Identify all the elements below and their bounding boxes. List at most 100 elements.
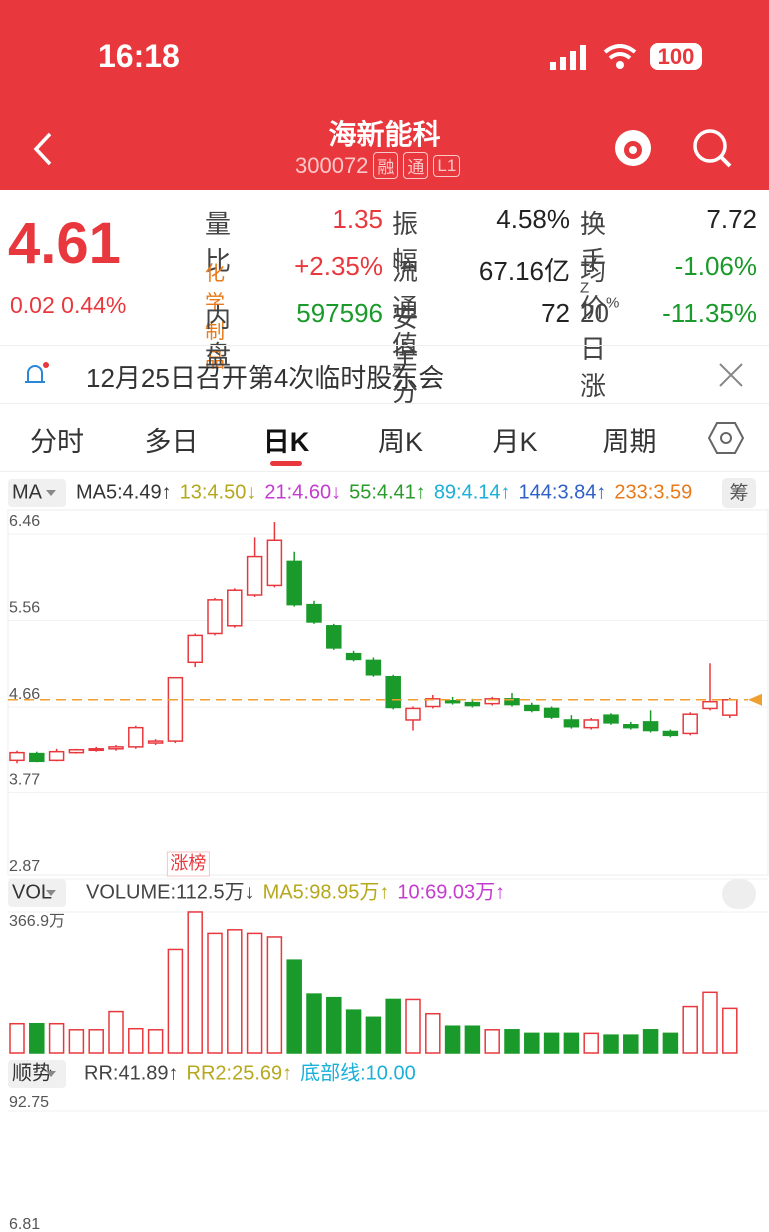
candle-body: [227, 589, 243, 627]
candle-body: [563, 719, 580, 728]
change-pct: 0.44%: [61, 292, 127, 318]
volume-bar: [682, 1005, 698, 1054]
volume-bar: [108, 1010, 124, 1054]
battery: 100: [650, 43, 702, 70]
volume-bar: [425, 1012, 441, 1054]
badge: 通: [403, 152, 429, 179]
y-tick-label: 92.75: [9, 1094, 49, 1111]
volume-bar: [29, 1022, 45, 1054]
candle-body: [345, 652, 362, 661]
divider: [0, 471, 769, 472]
candle-body: [642, 721, 659, 732]
stat-sup: Z: [580, 279, 590, 297]
frame: [7, 509, 769, 876]
volume-bar: [365, 1016, 382, 1054]
legend-name: 顺势: [12, 1061, 52, 1084]
volume-bar: [326, 996, 342, 1054]
candle-body: [147, 740, 164, 744]
legend-item: 21:4.60↓: [264, 481, 341, 503]
volume-bar: [722, 1007, 738, 1054]
price: 4.61: [8, 211, 121, 276]
legend-item: 55:4.41↑: [349, 481, 426, 503]
candle-body: [405, 707, 421, 721]
volume-bar: [246, 932, 263, 1054]
volume-bar: [642, 1029, 659, 1054]
legend-name: MA: [12, 481, 43, 503]
settings[interactable]: [708, 420, 744, 456]
y-tick-label: 366.9万: [9, 913, 65, 930]
candle-body: [484, 698, 500, 705]
stat-sup: %: [606, 294, 620, 312]
stat-label: 均价%: [580, 256, 620, 323]
stat-value: 1.35: [332, 204, 383, 234]
volume-bar: [405, 998, 421, 1054]
volume-bar: [623, 1034, 639, 1054]
legend-box: [8, 479, 66, 507]
candle-body: [108, 746, 124, 750]
candle-body: [464, 701, 481, 707]
volume-bar: [207, 932, 223, 1054]
y-tick-label: 4.66: [9, 686, 40, 703]
candle-body: [48, 750, 65, 762]
volume-bar: [88, 1029, 104, 1054]
candle-body: [682, 713, 698, 735]
candle-body: [286, 560, 302, 606]
candle-body: [623, 724, 639, 729]
volume-bar: [662, 1032, 679, 1054]
candle-body: [385, 675, 401, 709]
chip-text: 筹: [729, 482, 748, 504]
y-tick-label: 3.77: [9, 772, 40, 789]
y-tick-label: 6.46: [9, 513, 40, 530]
legend-item: 13:4.50↓: [180, 481, 257, 503]
notice-text: 12月25日召开第4次临时股东会: [86, 363, 445, 393]
legend-item: 89:4.14↑: [434, 481, 511, 503]
candle-body: [167, 676, 184, 742]
code: 300072: [295, 152, 369, 178]
tab[interactable]: 日K: [262, 427, 310, 457]
volume-bar: [306, 993, 322, 1054]
bell: [25, 362, 49, 383]
tab[interactable]: 周期: [602, 427, 657, 457]
candle-body: [187, 634, 203, 664]
volume-bar: [385, 998, 401, 1054]
tab[interactable]: 月K: [492, 427, 538, 457]
volume-bar: [563, 1032, 580, 1054]
volume-bar: [524, 1032, 540, 1054]
candle-body: [29, 752, 45, 763]
volume-bar: [345, 1009, 362, 1054]
stat-value: 597596: [296, 298, 383, 328]
header: 16:18 100 海新能科 300072 融 通 L1: [0, 0, 769, 190]
candle-body: [9, 751, 25, 762]
stat-label: 20日涨: [580, 298, 609, 401]
close[interactable]: [716, 360, 746, 390]
tab[interactable]: 多日: [144, 427, 199, 457]
stat-value: 67.16亿: [478, 256, 570, 286]
legend-item: 10:69.03万↑: [397, 881, 505, 903]
back-button[interactable]: [28, 130, 58, 170]
stat-value: +2.35%: [294, 251, 383, 281]
volume-bar: [464, 1025, 481, 1054]
tab[interactable]: 分时: [30, 427, 84, 457]
change-value: 0.02: [10, 292, 55, 318]
y-tick-label: 5.56: [9, 600, 40, 617]
volume-bar: [266, 936, 283, 1054]
volume-bar: [48, 1022, 65, 1054]
change: 0.02 0.44%: [10, 292, 126, 319]
icons[interactable]: [610, 124, 740, 172]
tab-indicator: [270, 461, 302, 466]
candle-body: [306, 603, 322, 623]
candle-body: [425, 698, 441, 708]
candle-body: [88, 748, 104, 752]
stat-label: 振幅: [392, 209, 419, 276]
signal: [550, 44, 637, 70]
stat-value: 7.72: [706, 204, 757, 234]
volume-bar: [167, 948, 184, 1054]
tab[interactable]: 周K: [377, 427, 423, 457]
last-price-marker: [748, 693, 762, 706]
notice-bar[interactable]: 12月25日召开第4次临时股东会: [0, 345, 769, 404]
stat-sup: Z: [392, 363, 402, 381]
volume-bar: [147, 1029, 164, 1054]
legend-item: VOLUME:112.5万↓: [86, 881, 255, 903]
legend-item: MA5:4.49↑: [76, 481, 172, 503]
